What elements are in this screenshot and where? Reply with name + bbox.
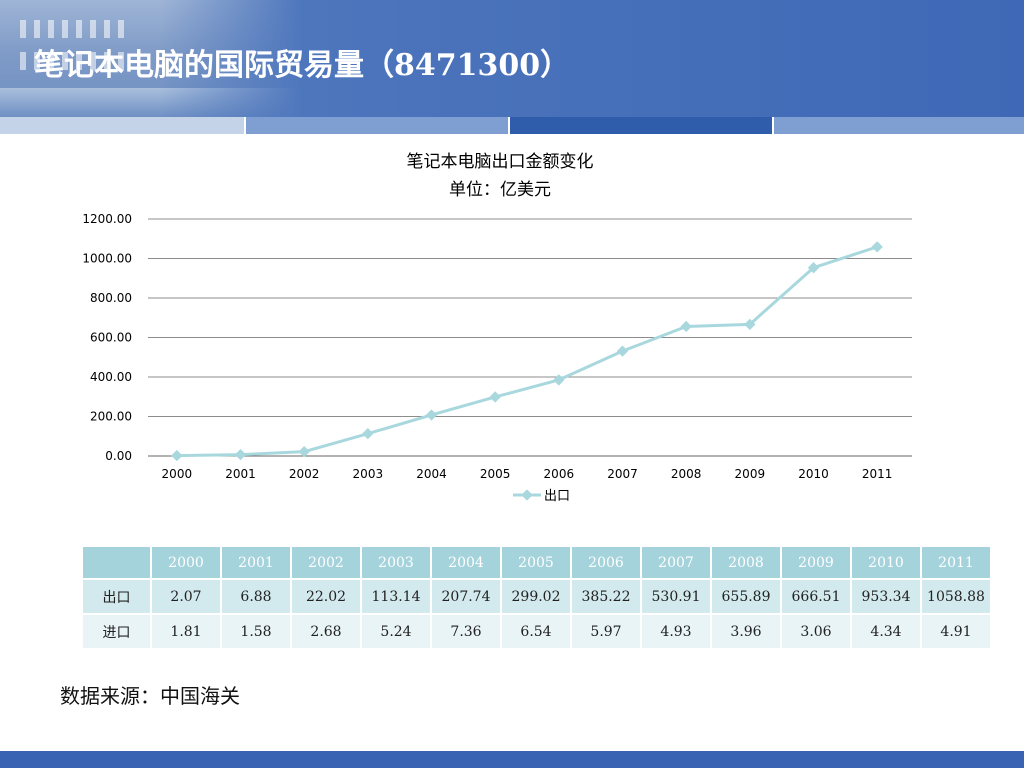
- slide-header: 笔记本电脑的国际贸易量（8471300）: [0, 0, 1024, 117]
- data-point: [744, 318, 756, 331]
- x-tick-label: 2007: [607, 467, 638, 481]
- table-cell: 953.34: [850, 578, 922, 615]
- table-cell: 2.07: [150, 578, 222, 615]
- table-header-cell: 2004: [430, 545, 502, 580]
- x-tick-label: 2010: [798, 467, 829, 481]
- legend-marker: [521, 489, 533, 501]
- decor-band-4: [774, 117, 1024, 134]
- x-tick-label: 2006: [544, 467, 575, 481]
- table-header-cell: 2005: [500, 545, 572, 580]
- chart-subtitle: 单位：亿美元: [449, 180, 551, 200]
- data-point: [425, 409, 438, 421]
- gridlines: [148, 218, 912, 457]
- table-cell: 113.14: [360, 578, 432, 615]
- table-cell: 299.02: [500, 578, 572, 615]
- x-tick-label: 2000: [162, 467, 193, 481]
- series-export: [171, 241, 883, 462]
- table-corner-cell: [81, 545, 152, 580]
- table-row-label: 出口: [81, 578, 152, 615]
- x-tick-label: 2011: [862, 467, 893, 481]
- table-cell: 4.91: [920, 613, 992, 650]
- x-axis-ticks: 2000 2001 2002 2003 2004 2005 2006 2007 2008 2009…: [162, 467, 893, 481]
- chart-title: 笔记本电脑出口金额变化: [407, 152, 594, 172]
- table-header-cell: 2003: [360, 545, 432, 580]
- table-cell: 22.02: [290, 578, 362, 615]
- table-cell: 2.68: [290, 613, 362, 650]
- table-header-cell: 2011: [920, 545, 992, 580]
- table-cell: 1058.88: [920, 578, 992, 615]
- y-axis-ticks: 0.00 200.00 400.00 600.00 800.00 1000.00 1200.…: [82, 212, 132, 463]
- table-cell: 530.91: [640, 578, 712, 615]
- x-tick-label: 2009: [735, 467, 766, 481]
- data-point: [680, 320, 692, 333]
- footer-bar: [0, 751, 1024, 768]
- table-row-export: 出口 2.07 6.88 22.02 113.14 207.74 299.02 385.22 5…: [81, 578, 992, 615]
- data-point: [234, 448, 247, 461]
- building-photo: [0, 0, 300, 117]
- table-cell: 1.81: [150, 613, 222, 650]
- table-header-cell: 2002: [290, 545, 362, 580]
- decor-band-1: [0, 117, 244, 134]
- table-row-label: 进口: [81, 613, 152, 650]
- data-point: [362, 427, 374, 440]
- table-cell: 666.51: [780, 578, 852, 615]
- x-tick-label: 2002: [289, 467, 320, 481]
- data-point: [298, 445, 310, 458]
- legend-label: 出口: [544, 489, 570, 504]
- table-header-cell: 2008: [710, 545, 782, 580]
- y-tick-label: 1000.00: [82, 252, 132, 266]
- table-row-import: 进口 1.81 1.58 2.68 5.24 7.36 6.54 5.97 4.93 3.96 3.…: [81, 613, 992, 650]
- table-cell: 5.24: [360, 613, 432, 650]
- table-cell: 5.97: [570, 613, 642, 650]
- table-header-cell: 2009: [780, 545, 852, 580]
- x-tick-label: 2005: [480, 467, 511, 481]
- y-tick-label: 400.00: [90, 370, 132, 384]
- table-cell: 3.06: [780, 613, 852, 650]
- data-point: [616, 345, 629, 357]
- x-tick-label: 2001: [225, 467, 256, 481]
- table-header-cell: 2007: [640, 545, 712, 580]
- data-table: 2000 2001 2002 2003 2004 2005 2006 2007 2008 2009…: [81, 545, 992, 650]
- x-tick-label: 2003: [353, 467, 384, 481]
- line-chart: 笔记本电脑出口金额变化 单位：亿美元 0.00 200.00 400.00 600.0…: [82, 152, 912, 504]
- table-cell: 655.89: [710, 578, 782, 615]
- data-point: [807, 262, 820, 274]
- data-point: [489, 391, 501, 403]
- table-header-cell: 2010: [850, 545, 922, 580]
- table-cell: 207.74: [430, 578, 502, 615]
- data-point: [553, 374, 565, 386]
- x-tick-label: 2004: [416, 467, 447, 481]
- table-cell: 7.36: [430, 613, 502, 650]
- table-cell: 1.58: [220, 613, 292, 650]
- y-tick-label: 800.00: [90, 291, 132, 305]
- table-header-cell: 2000: [150, 545, 222, 580]
- x-tick-label: 2008: [671, 467, 702, 481]
- legend: 出口: [513, 489, 570, 504]
- y-tick-label: 200.00: [90, 410, 132, 424]
- table-cell: 4.93: [640, 613, 712, 650]
- y-tick-label: 1200.00: [82, 212, 132, 226]
- decor-band-2: [246, 117, 508, 134]
- decor-band-3: [510, 117, 772, 134]
- y-tick-label: 0.00: [105, 449, 132, 463]
- data-source: 数据来源：中国海关: [60, 684, 240, 708]
- slide-title: 笔记本电脑的国际贸易量（8471300）: [34, 48, 571, 83]
- table-cell: 3.96: [710, 613, 782, 650]
- data-point: [871, 241, 883, 253]
- table-cell: 6.54: [500, 613, 572, 650]
- table-cell: 385.22: [570, 578, 642, 615]
- series-line: [176, 245, 878, 458]
- table-header-cell: 2006: [570, 545, 642, 580]
- table-cell: 4.34: [850, 613, 922, 650]
- table-cell: 6.88: [220, 578, 292, 615]
- data-point: [171, 449, 183, 462]
- table-header-cell: 2001: [220, 545, 292, 580]
- table-header-row: 2000 2001 2002 2003 2004 2005 2006 2007 2008 2009…: [81, 545, 992, 580]
- y-tick-label: 600.00: [90, 331, 132, 345]
